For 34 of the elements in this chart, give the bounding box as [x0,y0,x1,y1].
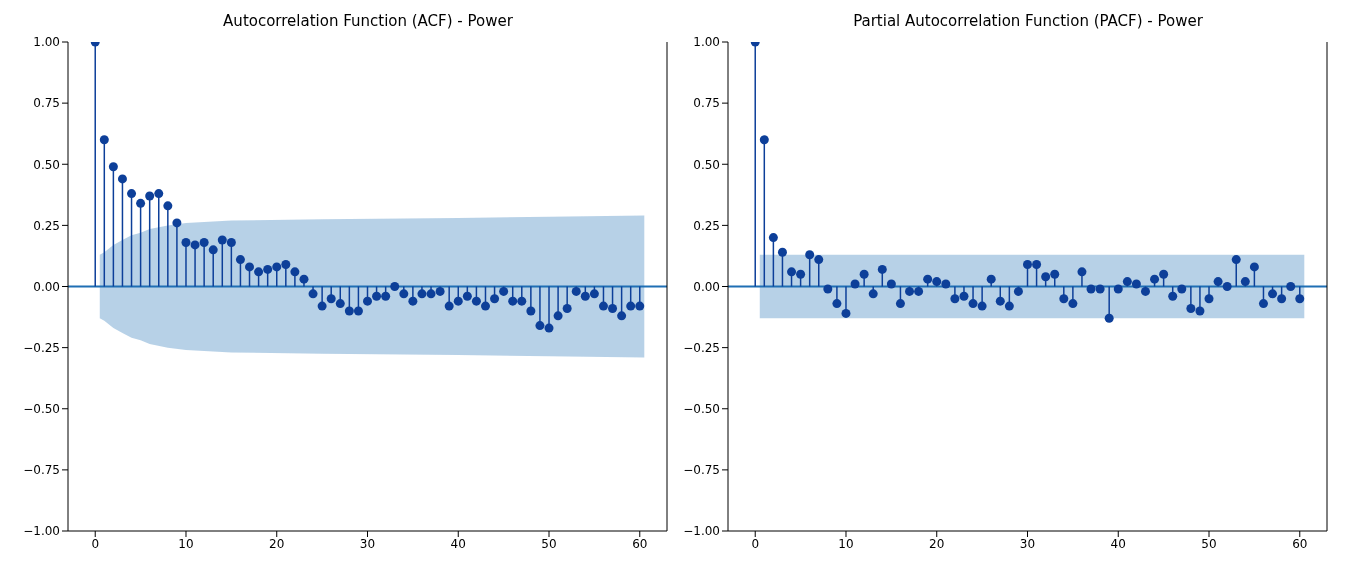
y-tick-label: 0.75 [33,96,60,111]
x-tick-label: 0 [751,536,760,551]
y-tick-label: −0.75 [23,463,60,478]
y-tick-label: −1.00 [683,524,720,539]
x-tick-label: 40 [1110,536,1126,551]
x-tick-label: 50 [1201,536,1217,551]
chart-title: Autocorrelation Function (ACF) - Power [222,11,514,32]
x-tick-label: 10 [838,536,854,551]
y-tick-label: 0.00 [693,279,720,294]
y-tick-label: 1.00 [33,35,60,50]
x-tick-label: 60 [1292,536,1308,551]
x-tick-label: 30 [359,536,376,551]
y-tick-label: 0.75 [693,96,720,111]
x-tick-label: 60 [632,536,648,551]
chart-title: Partial Autocorrelation Function (PACF) - Power [852,11,1204,32]
x-tick-label: 20 [929,536,945,551]
x-tick-label: 50 [541,536,557,551]
x-tick-label: 10 [178,536,194,551]
y-tick-label: 0.25 [33,218,60,233]
x-tick-label: 30 [1019,536,1036,551]
y-tick-label: 0.50 [693,157,720,172]
y-tick-label: −0.50 [23,402,60,417]
y-tick-label: −0.50 [683,402,720,417]
y-tick-label: 0.00 [33,279,60,294]
y-tick-label: −1.00 [23,524,60,539]
x-tick-label: 20 [269,536,285,551]
y-tick-label: 1.00 [693,35,720,50]
x-tick-label: 40 [450,536,466,551]
y-tick-label: 0.25 [693,218,720,233]
x-tick-label: 0 [91,536,100,551]
y-tick-label: 0.50 [33,157,60,172]
y-tick-label: −0.25 [23,340,60,355]
y-tick-label: −0.25 [683,340,720,355]
y-tick-label: −0.75 [683,463,720,478]
